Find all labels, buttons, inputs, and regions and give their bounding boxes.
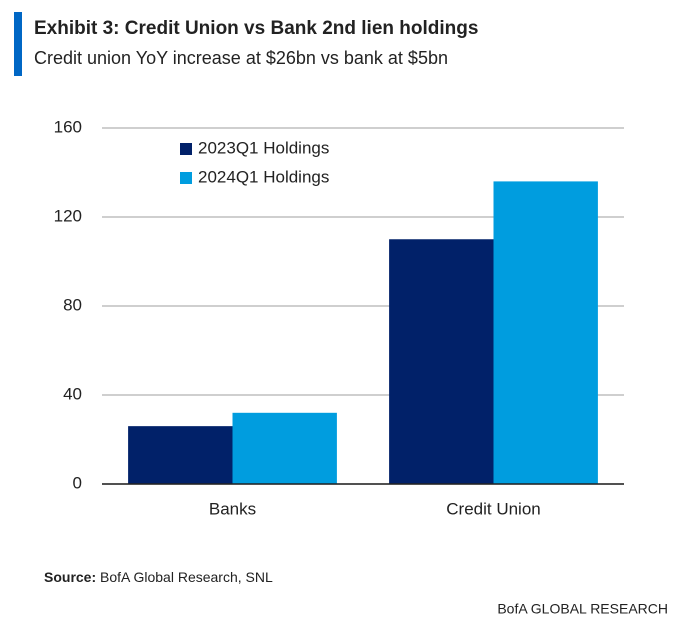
chart-subtitle: Credit union YoY increase at $26bn vs ba… xyxy=(34,48,448,68)
y-tick-label: 0 xyxy=(73,473,82,492)
footer: BofA GLOBAL RESEARCH xyxy=(497,601,668,617)
legend-label: 2023Q1 Holdings xyxy=(198,138,329,157)
y-tick-label: 160 xyxy=(54,117,82,136)
title-accent xyxy=(14,12,22,76)
bar xyxy=(493,181,598,484)
bar xyxy=(232,412,337,484)
chart-title: Exhibit 3: Credit Union vs Bank 2nd lien… xyxy=(34,18,478,39)
bar xyxy=(128,426,233,484)
source-text: BofA Global Research, SNL xyxy=(100,569,273,585)
y-tick-label: 120 xyxy=(54,206,82,225)
x-tick-label: Credit Union xyxy=(446,499,541,518)
y-tick-label: 40 xyxy=(63,384,82,403)
x-tick-label: Banks xyxy=(209,499,256,518)
y-tick-label: 80 xyxy=(63,295,82,314)
bar xyxy=(389,239,494,484)
legend-label: 2024Q1 Holdings xyxy=(198,167,329,186)
source: Source: BofA Global Research, SNL xyxy=(44,569,273,585)
legend-swatch xyxy=(180,172,192,184)
source-label: Source: xyxy=(44,569,96,585)
legend-swatch xyxy=(180,143,192,155)
